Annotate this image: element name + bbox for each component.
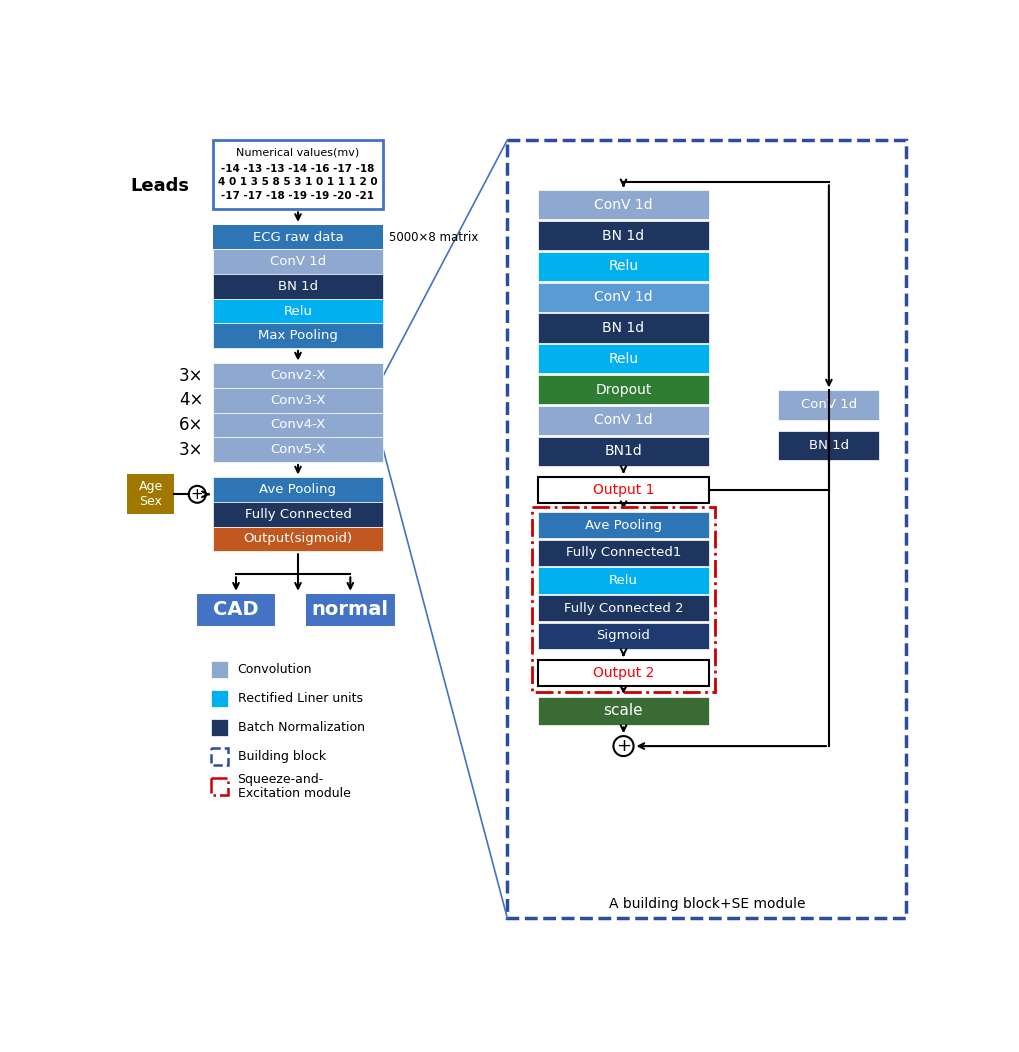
Text: Excitation module: Excitation module bbox=[237, 787, 351, 801]
FancyBboxPatch shape bbox=[538, 660, 708, 686]
FancyBboxPatch shape bbox=[538, 283, 708, 311]
FancyBboxPatch shape bbox=[197, 593, 274, 626]
Text: -17 -17 -18 -19 -19 -20 -21: -17 -17 -18 -19 -19 -20 -21 bbox=[221, 191, 374, 201]
Text: Relu: Relu bbox=[608, 574, 637, 587]
Text: Max Pooling: Max Pooling bbox=[258, 329, 337, 342]
FancyBboxPatch shape bbox=[213, 363, 383, 388]
FancyBboxPatch shape bbox=[538, 375, 708, 404]
FancyBboxPatch shape bbox=[211, 720, 228, 736]
FancyBboxPatch shape bbox=[538, 696, 708, 725]
Text: 3×: 3× bbox=[178, 367, 203, 385]
Text: BN 1d: BN 1d bbox=[602, 228, 644, 243]
Text: Conv5-X: Conv5-X bbox=[270, 443, 325, 457]
Text: Output 1: Output 1 bbox=[592, 483, 653, 497]
Text: Conv3-X: Conv3-X bbox=[270, 393, 325, 407]
Text: A building block+SE module: A building block+SE module bbox=[608, 897, 804, 911]
Text: +: + bbox=[191, 487, 204, 502]
FancyBboxPatch shape bbox=[538, 540, 708, 566]
Text: ConV 1d: ConV 1d bbox=[800, 399, 856, 411]
Text: Relu: Relu bbox=[283, 304, 312, 318]
Text: 3×: 3× bbox=[178, 441, 203, 459]
Text: Batch Normalization: Batch Normalization bbox=[237, 721, 364, 734]
Text: Rectified Liner units: Rectified Liner units bbox=[237, 692, 362, 705]
FancyBboxPatch shape bbox=[211, 661, 228, 677]
FancyBboxPatch shape bbox=[538, 190, 708, 220]
FancyBboxPatch shape bbox=[538, 595, 708, 622]
Text: scale: scale bbox=[603, 703, 643, 719]
Text: Leads: Leads bbox=[130, 178, 190, 196]
Text: 4×: 4× bbox=[179, 391, 203, 409]
FancyBboxPatch shape bbox=[538, 251, 708, 281]
FancyBboxPatch shape bbox=[538, 437, 708, 466]
FancyBboxPatch shape bbox=[538, 344, 708, 373]
Text: BN 1d: BN 1d bbox=[808, 440, 848, 452]
FancyBboxPatch shape bbox=[213, 502, 383, 527]
FancyBboxPatch shape bbox=[211, 748, 228, 766]
Text: ECG raw data: ECG raw data bbox=[253, 230, 343, 244]
FancyBboxPatch shape bbox=[213, 140, 383, 209]
Text: Numerical values(mv): Numerical values(mv) bbox=[236, 147, 360, 158]
Text: Ave Pooling: Ave Pooling bbox=[585, 519, 661, 531]
Text: Sigmoid: Sigmoid bbox=[596, 629, 650, 643]
Text: Fully Connected 2: Fully Connected 2 bbox=[564, 602, 683, 614]
FancyBboxPatch shape bbox=[538, 477, 708, 503]
FancyBboxPatch shape bbox=[213, 249, 383, 275]
FancyBboxPatch shape bbox=[213, 388, 383, 412]
FancyBboxPatch shape bbox=[211, 777, 228, 794]
Text: 6×: 6× bbox=[179, 416, 203, 434]
FancyBboxPatch shape bbox=[538, 221, 708, 250]
Text: +: + bbox=[615, 737, 631, 755]
FancyBboxPatch shape bbox=[213, 438, 383, 462]
FancyBboxPatch shape bbox=[777, 390, 878, 420]
FancyBboxPatch shape bbox=[213, 323, 383, 348]
Text: Building block: Building block bbox=[237, 750, 325, 764]
Text: 5000×8 matrix: 5000×8 matrix bbox=[389, 230, 478, 244]
Text: BN 1d: BN 1d bbox=[277, 280, 318, 292]
Text: Age
Sex: Age Sex bbox=[139, 481, 163, 508]
Text: Squeeze-and-: Squeeze-and- bbox=[237, 773, 323, 787]
Text: -14 -13 -13 -14 -16 -17 -18: -14 -13 -13 -14 -16 -17 -18 bbox=[221, 164, 374, 174]
FancyBboxPatch shape bbox=[213, 299, 383, 323]
FancyBboxPatch shape bbox=[538, 406, 708, 436]
Text: Relu: Relu bbox=[608, 260, 638, 274]
FancyBboxPatch shape bbox=[213, 412, 383, 438]
FancyBboxPatch shape bbox=[506, 140, 906, 917]
Text: Ave Pooling: Ave Pooling bbox=[259, 483, 336, 497]
Text: Fully Connected1: Fully Connected1 bbox=[566, 546, 681, 560]
Text: 4 0 1 3 5 8 5 3 1 0 1 1 1 2 0: 4 0 1 3 5 8 5 3 1 0 1 1 1 2 0 bbox=[218, 178, 377, 187]
FancyBboxPatch shape bbox=[213, 478, 383, 502]
FancyBboxPatch shape bbox=[127, 474, 174, 514]
Text: ConV 1d: ConV 1d bbox=[270, 256, 326, 268]
FancyBboxPatch shape bbox=[213, 225, 383, 249]
FancyBboxPatch shape bbox=[538, 313, 708, 343]
Text: ConV 1d: ConV 1d bbox=[594, 290, 652, 304]
Text: CAD: CAD bbox=[213, 601, 259, 620]
FancyBboxPatch shape bbox=[213, 275, 383, 299]
Text: BN1d: BN1d bbox=[604, 444, 642, 459]
Text: Relu: Relu bbox=[608, 351, 638, 366]
Text: Output(sigmoid): Output(sigmoid) bbox=[244, 532, 353, 545]
Text: BN 1d: BN 1d bbox=[602, 321, 644, 335]
Text: ConV 1d: ConV 1d bbox=[594, 413, 652, 427]
Text: Convolution: Convolution bbox=[237, 663, 312, 675]
Text: Dropout: Dropout bbox=[595, 383, 651, 397]
Text: normal: normal bbox=[312, 601, 388, 620]
FancyBboxPatch shape bbox=[777, 431, 878, 461]
FancyBboxPatch shape bbox=[211, 690, 228, 707]
Text: Conv2-X: Conv2-X bbox=[270, 369, 325, 382]
FancyBboxPatch shape bbox=[538, 567, 708, 593]
Text: ConV 1d: ConV 1d bbox=[594, 198, 652, 211]
FancyBboxPatch shape bbox=[538, 623, 708, 649]
FancyBboxPatch shape bbox=[213, 527, 383, 551]
Text: Conv4-X: Conv4-X bbox=[270, 419, 325, 431]
Text: Output 2: Output 2 bbox=[592, 666, 653, 680]
FancyBboxPatch shape bbox=[538, 512, 708, 539]
FancyBboxPatch shape bbox=[306, 593, 394, 626]
Text: Fully Connected: Fully Connected bbox=[245, 508, 352, 521]
